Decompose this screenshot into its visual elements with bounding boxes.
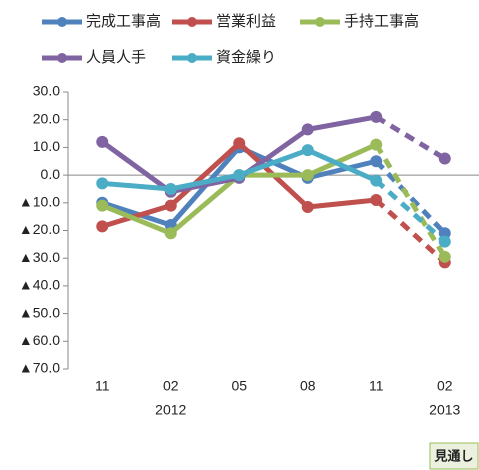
legend-marker bbox=[187, 17, 197, 27]
point bbox=[301, 169, 314, 182]
annotation-box bbox=[429, 442, 479, 470]
y-tick-label: ▲60.0 bbox=[19, 332, 60, 348]
forecast-line bbox=[374, 198, 447, 265]
annotation: 見通し bbox=[433, 448, 473, 463]
point bbox=[438, 152, 451, 165]
legend-marker bbox=[57, 53, 67, 63]
legend-label: 資金繰り bbox=[216, 49, 276, 66]
point bbox=[370, 194, 383, 207]
point bbox=[370, 174, 383, 187]
x-year-label: 2013 bbox=[429, 402, 460, 418]
point bbox=[164, 227, 177, 240]
legend-marker bbox=[315, 17, 325, 27]
x-tick-label: 11 bbox=[95, 378, 110, 394]
legend-marker bbox=[187, 53, 197, 63]
point bbox=[96, 220, 109, 233]
point bbox=[438, 250, 451, 263]
point bbox=[96, 199, 109, 212]
y-tick-label: 0.0 bbox=[41, 166, 61, 182]
forecast-line bbox=[374, 178, 447, 244]
y-tick-label: ▲70.0 bbox=[19, 360, 60, 376]
point bbox=[233, 137, 246, 150]
point bbox=[96, 177, 109, 190]
point bbox=[438, 235, 451, 248]
y-tick-label: ▲20.0 bbox=[19, 221, 60, 237]
point bbox=[301, 144, 314, 157]
y-tick-label: ▲10.0 bbox=[19, 194, 60, 210]
point bbox=[370, 138, 383, 151]
point bbox=[233, 169, 246, 182]
y-tick-label: ▲30.0 bbox=[19, 249, 60, 265]
point bbox=[301, 200, 314, 213]
forecast-line bbox=[374, 143, 447, 259]
forecast-line bbox=[374, 114, 447, 161]
point bbox=[164, 182, 177, 195]
legend-label: 営業利益 bbox=[216, 13, 276, 30]
point bbox=[370, 155, 383, 168]
y-tick-label: ▲50.0 bbox=[19, 304, 60, 320]
x-tick-label: 08 bbox=[300, 378, 316, 394]
x-tick-label: 02 bbox=[437, 378, 453, 394]
y-tick-label: 30.0 bbox=[33, 83, 60, 99]
legend-label: 完成工事高 bbox=[86, 13, 161, 30]
y-tick-label: ▲40.0 bbox=[19, 277, 60, 293]
point bbox=[370, 110, 383, 123]
point bbox=[164, 199, 177, 212]
legend-label: 人員人手 bbox=[86, 49, 146, 66]
legend-label: 手持工事高 bbox=[344, 13, 419, 30]
legend-marker bbox=[57, 17, 67, 27]
y-tick-label: 10.0 bbox=[33, 138, 60, 154]
x-tick-label: 02 bbox=[163, 378, 179, 394]
x-year-label: 2012 bbox=[155, 402, 186, 418]
point bbox=[301, 123, 314, 136]
forecast-line bbox=[374, 159, 447, 235]
y-tick-label: 20.0 bbox=[33, 110, 60, 126]
x-tick-label: 05 bbox=[231, 378, 247, 394]
point bbox=[96, 135, 109, 148]
x-tick-label: 11 bbox=[369, 378, 384, 394]
